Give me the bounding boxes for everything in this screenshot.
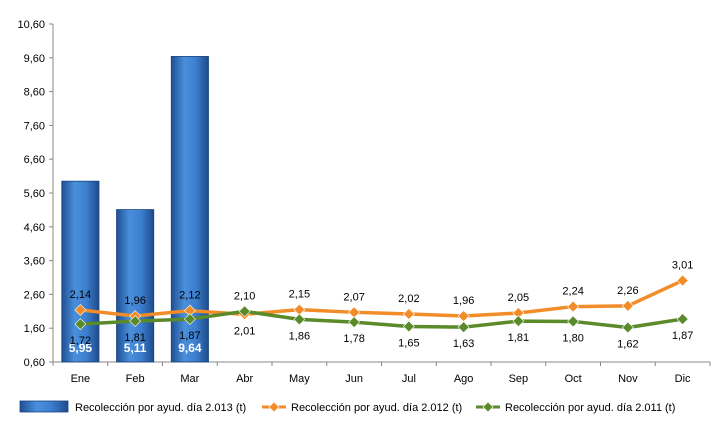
point-marker [567,315,580,328]
green-data-label: 1,62 [617,339,638,351]
point-marker [74,318,87,331]
legend: Recolección por ayud. día 2.013 (t) Recol… [19,400,675,414]
y-tick-label: 6,60 [24,154,45,166]
y-tick-label: 3,60 [24,256,45,268]
green-data-label: 1,81 [124,332,145,344]
orange-data-label: 1,96 [124,295,145,307]
series-line [80,309,683,330]
bar-data-label: 5,95 [69,341,93,355]
legend-label: Recolección por ayud. día 2.013 (t) [75,402,246,414]
green-data-label: 1,78 [343,333,364,345]
point-marker [567,300,580,313]
y-tick-label: 5,60 [24,188,45,200]
orange-data-label: 2,12 [179,290,200,302]
x-tick-label: Ago [454,373,474,385]
orange-data-label: 2,05 [508,292,529,304]
orange-data-label: 2,24 [562,286,583,298]
x-tick-label: Jul [402,373,416,385]
point-marker [512,315,525,328]
green-data-label: 1,87 [672,330,693,342]
point-marker [676,274,689,287]
x-tick-label: May [289,373,310,385]
point-marker [402,320,415,333]
orange-data-label: 2,14 [70,289,91,301]
point-marker [348,316,361,329]
y-tick-label: 9,60 [24,53,45,65]
y-tick-label: 2,60 [24,289,45,301]
x-tick-label: Mar [180,373,199,385]
green-data-label: 1,65 [398,338,419,350]
x-tick-label: Sep [509,373,529,385]
orange-data-label: 3,01 [672,260,693,272]
bar [61,180,100,363]
point-marker [238,305,251,318]
point-marker [402,308,415,320]
green-data-label: 1,72 [70,335,91,347]
orange-data-label: 2,01 [234,325,255,337]
green-data-label: 1,80 [562,332,583,344]
legend-swatch-marker [482,401,494,413]
x-tick-label: Jun [345,373,363,385]
bar [116,209,155,363]
x-tick-label: Oct [565,373,582,385]
y-tick-label: 8,60 [24,87,45,99]
orange-data-label: 1,96 [453,295,474,307]
data-labels: 5,95 5,11 9,64 2,14 1,96 2,12 2,01 2,15 2,07 2,02… [69,260,694,355]
y-tick-label: 4,60 [24,222,45,234]
orange-data-label: 2,02 [398,293,419,305]
y-tick-label: 10,60 [17,19,45,31]
point-marker [74,304,87,316]
y-tick-label: 0,60 [24,357,45,369]
point-marker [293,313,306,326]
x-tick-label: Abr [236,373,253,385]
series-line [80,278,684,318]
orange-data-label: 2,15 [289,289,310,301]
bar-data-label: 5,11 [124,341,147,355]
axes: 0,60 1,60 2,60 3,60 4,60 5,60 6,60 7,60 8,60 9,60… [17,19,711,385]
y-tick-label: 1,60 [24,323,45,335]
orange-data-label: 2,07 [343,291,364,303]
legend-label: Recolección por ayud. día 2.012 (t) [291,402,462,414]
green-data-label: 1,86 [289,330,310,342]
line-series [74,274,689,334]
green-data-label: 1,81 [508,332,529,344]
point-marker [183,313,196,325]
point-marker [293,303,306,316]
legend-swatch-bar [19,400,69,413]
point-marker [348,306,361,319]
point-marker [129,315,142,328]
bar-data-label: 9,64 [178,341,202,355]
green-data-label: 1,87 [179,330,200,342]
x-tick-label: Feb [126,373,145,385]
point-marker [621,321,634,334]
orange-data-label: 2,26 [617,285,638,297]
green-data-label: 1,63 [453,338,474,350]
point-marker [621,299,634,312]
legend-label: Recolección por ayud. día 2.011 (t) [505,402,675,414]
point-marker [457,310,470,322]
point-marker [457,321,470,334]
green-data-label: 2,10 [234,290,255,302]
x-tick-label: Nov [618,373,638,385]
point-marker [676,313,689,325]
legend-swatch-marker [268,401,280,413]
x-tick-label: Dic [675,373,691,385]
x-tick-label: Ene [71,373,91,385]
y-tick-label: 7,60 [24,120,45,132]
